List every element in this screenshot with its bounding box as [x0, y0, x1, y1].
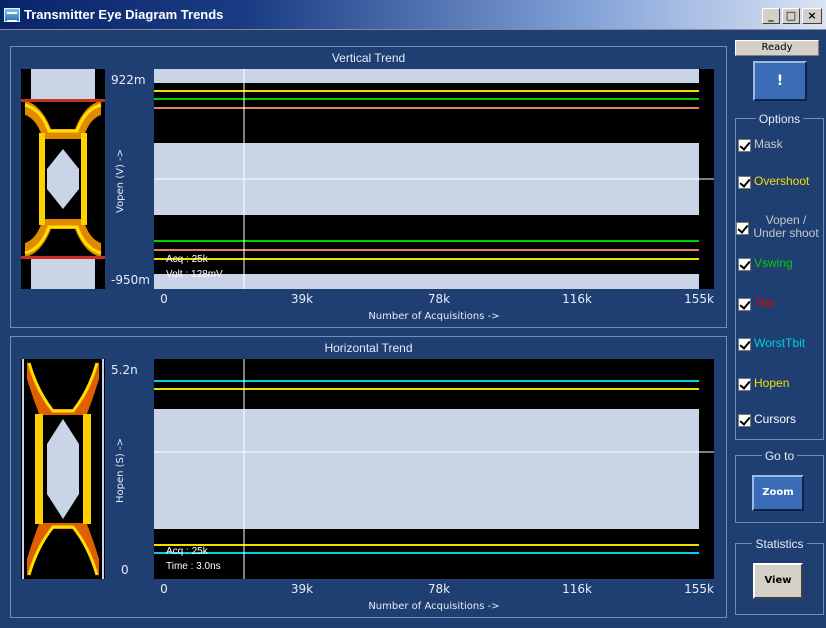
cursors-label: Cursors	[754, 412, 797, 426]
horizontal-x-tick: 155k	[684, 582, 714, 596]
vertical-x-tick: 39k	[290, 292, 314, 306]
option-hopen[interactable]: Hopen	[738, 377, 789, 391]
overshoot-checkbox[interactable]	[738, 176, 751, 189]
option-worsttbit[interactable]: WorstTbit	[738, 337, 805, 351]
horizontal-trend-plot[interactable]: Acq : 25k Time : 3.0ns	[154, 359, 714, 579]
horizontal-cursor-acq: Acq : 25k	[166, 546, 208, 557]
mask-bottom-band	[154, 274, 699, 289]
app-icon	[4, 8, 20, 22]
option-tbit[interactable]: Tbit	[738, 297, 774, 311]
horizontal-trend-title: Horizontal Trend	[324, 341, 413, 355]
option-cursors[interactable]: Cursors	[738, 413, 796, 427]
worsttbit-checkbox[interactable]	[738, 338, 751, 351]
mask-checkbox[interactable]	[738, 139, 751, 152]
vswing-label: Vswing	[754, 256, 793, 270]
hopen-label: Hopen	[754, 376, 790, 390]
option-mask[interactable]: Mask	[738, 138, 783, 152]
horizontal-trend-panel: Horizontal Trend 5.2n 0 Hopen (S) -> Acq…	[10, 336, 727, 618]
status-indicator: Ready	[735, 40, 819, 56]
horizontal-eye-thumbnail	[21, 359, 105, 579]
options-group: Options	[735, 112, 824, 440]
vertical-eye-thumbnail	[21, 69, 105, 289]
vertical-trend-panel: Vertical Trend 922m -950m Vopen (V) ->	[10, 46, 727, 328]
mask-label: Mask	[754, 137, 783, 151]
option-overshoot[interactable]: Overshoot	[738, 175, 809, 189]
horizontal-x-axis-title: Number of Acquisitions ->	[368, 601, 500, 612]
vertical-x-tick: 0	[160, 292, 168, 306]
minimize-button[interactable]: _	[762, 8, 780, 24]
window-title: Transmitter Eye Diagram Trends	[24, 7, 224, 22]
worsttbit-label: WorstTbit	[754, 336, 806, 350]
mask-top-band	[154, 69, 699, 83]
statistics-group: Statistics	[735, 537, 824, 615]
option-vswing[interactable]: Vswing	[738, 257, 793, 271]
view-button[interactable]: View	[753, 563, 803, 599]
zoom-button[interactable]: Zoom	[752, 475, 804, 511]
tbit-label: Tbit	[754, 296, 775, 310]
options-title: Options	[736, 112, 823, 126]
restore-button[interactable]: □	[782, 8, 800, 24]
vertical-x-tick: 116k	[562, 292, 592, 306]
vertical-cursor-acq: Acq : 25k	[166, 254, 208, 265]
horizontal-x-tick: 0	[160, 582, 168, 596]
tbit-checkbox[interactable]	[738, 298, 751, 311]
vopen-undershoot-checkbox[interactable]	[736, 222, 749, 235]
vertical-y-min-label: -950m	[111, 273, 150, 287]
vertical-trend-title: Vertical Trend	[331, 51, 406, 65]
overshoot-label: Overshoot	[754, 174, 810, 188]
hopen-checkbox[interactable]	[738, 378, 751, 391]
goto-title: Go to	[736, 449, 823, 463]
horizontal-x-tick: 116k	[562, 582, 592, 596]
vertical-x-axis-title: Number of Acquisitions ->	[368, 311, 500, 322]
vertical-cursor-volt: Volt : 128mV	[166, 269, 223, 280]
vopen-undershoot-label: Vopen / Under shoot	[753, 213, 819, 240]
cursors-checkbox[interactable]	[738, 414, 751, 427]
title-bar: Transmitter Eye Diagram Trends _ □ ×	[0, 0, 826, 30]
statistics-title: Statistics	[736, 537, 823, 551]
vertical-trend-plot[interactable]: Acq : 25k Volt : 128mV	[154, 69, 714, 289]
alert-button[interactable]: !	[753, 61, 807, 101]
option-vopen-undershoot[interactable]: Vopen / Under shoot	[736, 214, 820, 240]
goto-group: Go to	[735, 449, 824, 523]
vertical-x-tick: 78k	[427, 292, 451, 306]
horizontal-x-tick: 39k	[290, 582, 314, 596]
horizontal-x-tick: 78k	[427, 582, 451, 596]
vertical-x-tick: 155k	[684, 292, 714, 306]
vertical-y-max-label: 922m	[111, 73, 146, 87]
horizontal-cursor-time: Time : 3.0ns	[166, 561, 221, 572]
horizontal-y-min-label: 0	[121, 563, 129, 577]
vswing-checkbox[interactable]	[738, 258, 751, 271]
mask-center-band	[154, 409, 699, 529]
close-button[interactable]: ×	[802, 8, 822, 24]
horizontal-y-max-label: 5.2n	[111, 363, 138, 377]
